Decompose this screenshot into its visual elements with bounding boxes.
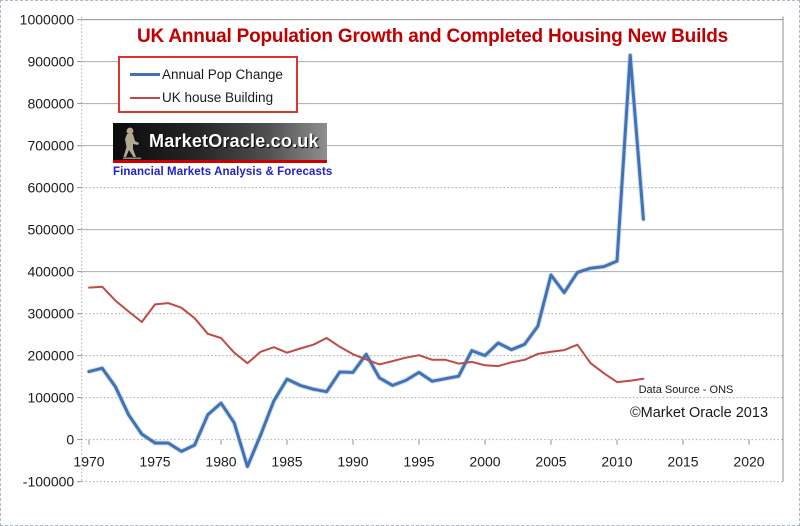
data-source-note: Data Source - ONS bbox=[638, 384, 734, 396]
x-tick-label: 1970 bbox=[73, 454, 104, 470]
logo-tagline: Financial Markets Analysis & Forecasts bbox=[113, 166, 333, 178]
pop-change-line-halo bbox=[86, 52, 646, 469]
legend-item-house-building: UK house Building bbox=[130, 86, 296, 109]
legend: Annual Pop Change UK house Building bbox=[118, 56, 298, 113]
y-tick-label: -100000 bbox=[23, 473, 75, 489]
x-tick-label: 1990 bbox=[337, 454, 368, 470]
y-tick-label: 900000 bbox=[27, 53, 74, 69]
x-tick-label: 1985 bbox=[271, 454, 302, 470]
y-tick-label: 200000 bbox=[27, 347, 74, 363]
y-tick-label: 0 bbox=[66, 431, 74, 447]
pop-change-line-sample bbox=[130, 73, 160, 76]
y-tick-label: 100000 bbox=[27, 389, 74, 405]
house-building-line bbox=[88, 285, 645, 384]
x-tick-label: 2020 bbox=[733, 454, 764, 470]
y-tick-label: 800000 bbox=[27, 95, 74, 111]
logo-banner: MarketOracle.co.uk bbox=[113, 123, 327, 163]
y-tick-label: 1000000 bbox=[20, 11, 75, 27]
legend-label-house-building: UK house Building bbox=[162, 90, 274, 105]
x-tick-label: 1980 bbox=[205, 454, 236, 470]
legend-label-pop-change: Annual Pop Change bbox=[162, 67, 283, 82]
house-building-line-sample bbox=[130, 96, 160, 99]
y-tick-label: 700000 bbox=[27, 137, 74, 153]
x-tick-label: 1995 bbox=[403, 454, 434, 470]
oracle-figure-icon bbox=[123, 127, 141, 160]
y-tick-label: 600000 bbox=[27, 179, 74, 195]
pop-change-line bbox=[87, 53, 645, 468]
legend-item-annual-pop-change: Annual Pop Change bbox=[130, 63, 296, 86]
x-tick-label: 2005 bbox=[535, 454, 566, 470]
x-tick-label: 2000 bbox=[469, 454, 500, 470]
chart-title: UK Annual Population Growth and Complete… bbox=[136, 26, 729, 47]
copyright-note: ©Market Oracle 2013 bbox=[629, 405, 769, 421]
x-tick-label: 2010 bbox=[601, 454, 632, 470]
y-tick-label: 400000 bbox=[27, 263, 74, 279]
y-tick-label: 500000 bbox=[27, 221, 74, 237]
x-tick-label: 2015 bbox=[667, 454, 698, 470]
marketoracle-logo: MarketOracle.co.uk Financial Markets Ana… bbox=[113, 123, 333, 178]
y-tick-label: 300000 bbox=[27, 305, 74, 321]
x-tick-label: 1975 bbox=[139, 454, 170, 470]
logo-brand-text: MarketOracle.co.uk bbox=[149, 131, 319, 151]
